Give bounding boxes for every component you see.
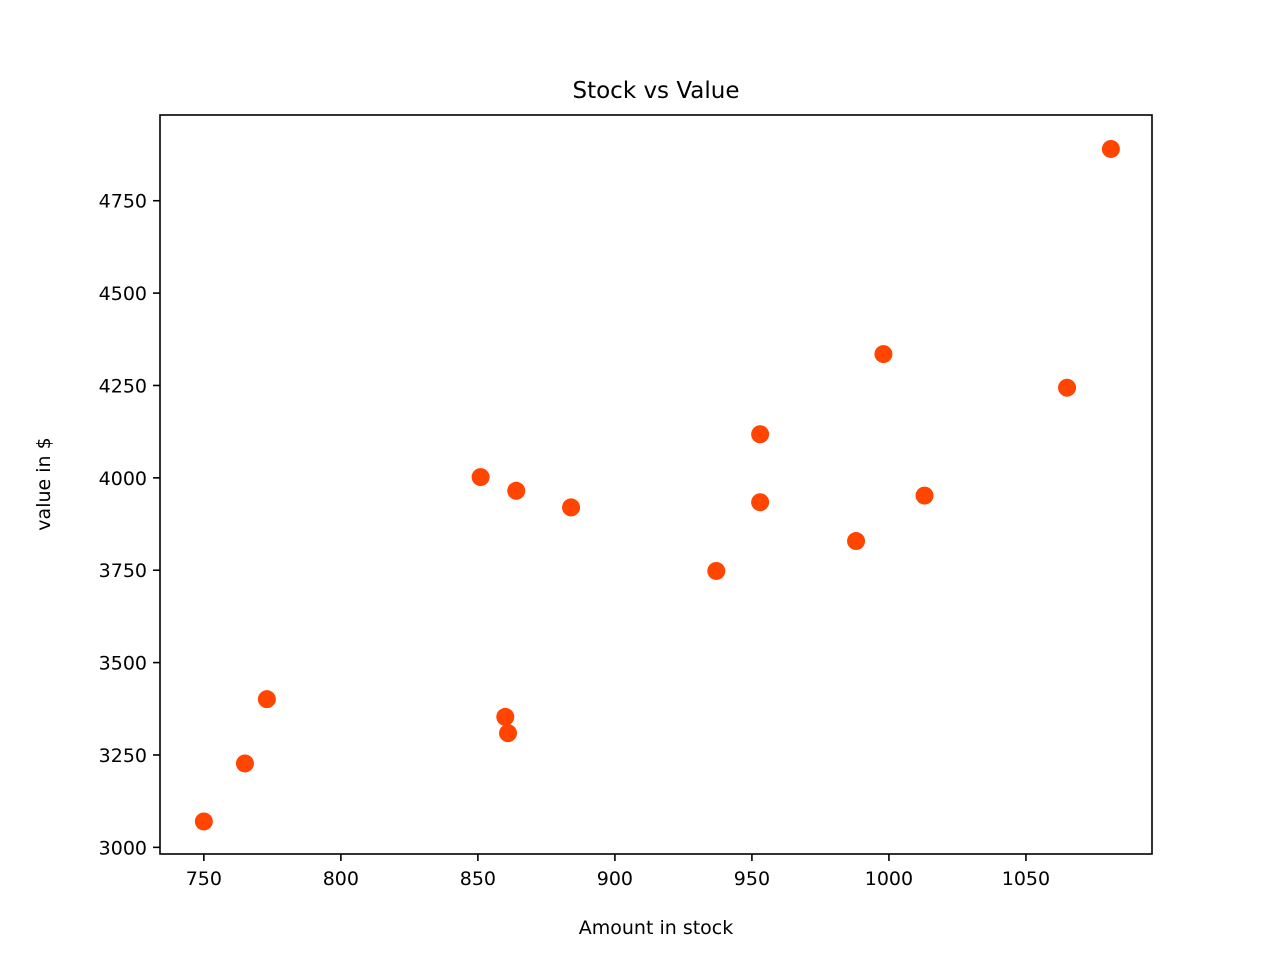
data-point bbox=[847, 532, 866, 551]
axis-ticks: 750 800 850 900 950 1000 1050 3000 3250 3500 3750 4… bbox=[99, 191, 1050, 890]
y-tick-label: 4500 bbox=[99, 283, 147, 305]
data-point bbox=[499, 724, 518, 743]
data-point bbox=[751, 425, 770, 444]
data-point bbox=[257, 690, 276, 709]
x-axis-label: Amount in stock bbox=[579, 917, 734, 939]
y-tick-label: 3500 bbox=[99, 653, 147, 675]
y-axis-label: value in $ bbox=[33, 437, 55, 530]
data-point bbox=[496, 707, 515, 726]
chart-title: Stock vs Value bbox=[572, 78, 739, 104]
x-tick-label: 1000 bbox=[865, 868, 913, 890]
data-point bbox=[507, 481, 526, 500]
data-point bbox=[471, 468, 490, 487]
data-point bbox=[1101, 139, 1120, 158]
data-point bbox=[874, 345, 893, 364]
data-point bbox=[915, 486, 934, 505]
data-point bbox=[707, 561, 726, 580]
data-point bbox=[1058, 378, 1077, 397]
plot-frame bbox=[159, 114, 1153, 855]
y-tick-label: 4750 bbox=[99, 191, 147, 213]
x-tick-label: 950 bbox=[734, 868, 770, 890]
data-point bbox=[751, 493, 770, 512]
y-tick-label: 4000 bbox=[99, 468, 147, 490]
x-tick-label: 850 bbox=[460, 868, 496, 890]
x-tick-label: 900 bbox=[597, 868, 633, 890]
y-tick-label: 4250 bbox=[99, 375, 147, 397]
y-tick-label: 3250 bbox=[99, 745, 147, 767]
x-tick-label: 800 bbox=[323, 868, 359, 890]
data-point bbox=[235, 754, 254, 773]
y-tick-label: 3750 bbox=[99, 560, 147, 582]
data-point bbox=[194, 812, 213, 831]
x-tick-label: 1050 bbox=[1002, 868, 1050, 890]
data-points bbox=[194, 139, 1120, 831]
x-tick-label: 750 bbox=[186, 868, 222, 890]
data-point bbox=[562, 498, 581, 517]
y-tick-label: 3000 bbox=[99, 837, 147, 859]
